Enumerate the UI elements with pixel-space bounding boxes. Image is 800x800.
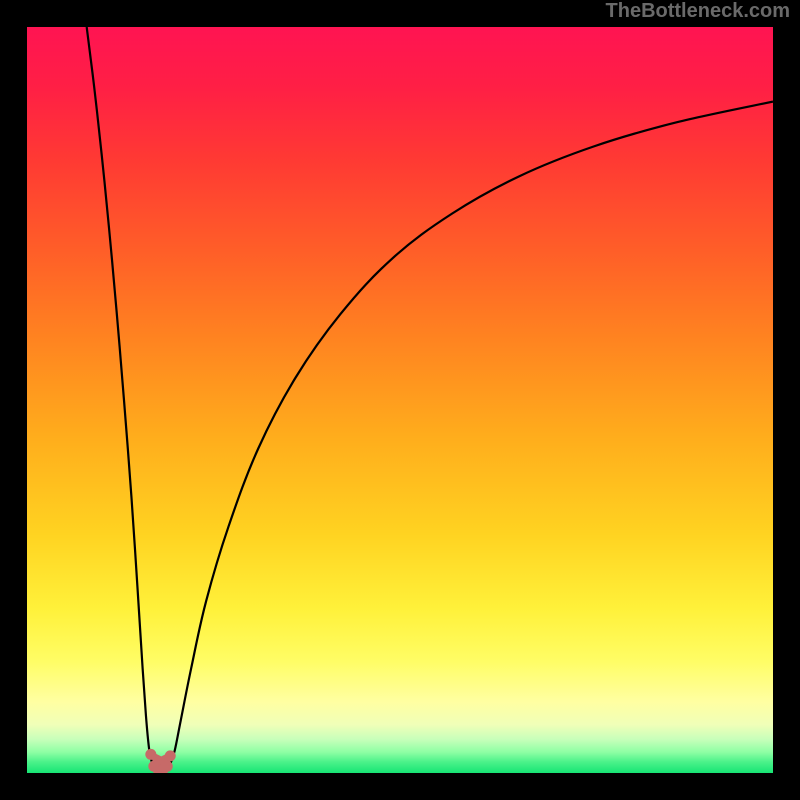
cusp-marker	[165, 750, 176, 761]
watermark-text: TheBottleneck.com	[606, 0, 790, 23]
bottleneck-chart	[0, 0, 800, 800]
cusp-marker	[145, 749, 156, 760]
cusp-marker	[162, 761, 173, 772]
chart-stage: TheBottleneck.com	[0, 0, 800, 800]
